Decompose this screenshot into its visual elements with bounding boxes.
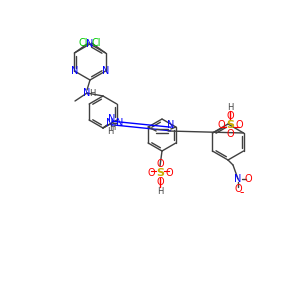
Text: N: N bbox=[108, 114, 116, 124]
Text: O: O bbox=[226, 129, 234, 139]
Text: O: O bbox=[236, 120, 243, 130]
Text: O: O bbox=[156, 177, 164, 187]
Text: N: N bbox=[116, 118, 124, 128]
Text: O: O bbox=[234, 184, 242, 194]
Text: N: N bbox=[83, 88, 91, 98]
Text: O: O bbox=[226, 111, 234, 121]
Text: -: - bbox=[240, 187, 244, 200]
Text: S: S bbox=[156, 168, 164, 178]
Text: O: O bbox=[165, 168, 173, 178]
Text: S: S bbox=[226, 120, 234, 130]
Text: N: N bbox=[167, 120, 175, 130]
Text: H: H bbox=[157, 187, 163, 196]
Text: N: N bbox=[71, 66, 78, 76]
Text: N: N bbox=[234, 174, 242, 184]
Text: O: O bbox=[147, 168, 155, 178]
Text: H: H bbox=[109, 122, 115, 131]
Text: N: N bbox=[106, 118, 114, 128]
Text: H: H bbox=[89, 89, 95, 98]
Text: H: H bbox=[227, 103, 234, 112]
Text: Cl: Cl bbox=[79, 38, 88, 48]
Text: N: N bbox=[86, 39, 94, 49]
Text: N: N bbox=[102, 66, 109, 76]
Text: Cl: Cl bbox=[92, 38, 101, 48]
Text: O: O bbox=[156, 159, 164, 169]
Text: H: H bbox=[107, 127, 113, 136]
Text: O: O bbox=[218, 120, 225, 130]
Text: O: O bbox=[244, 174, 252, 184]
